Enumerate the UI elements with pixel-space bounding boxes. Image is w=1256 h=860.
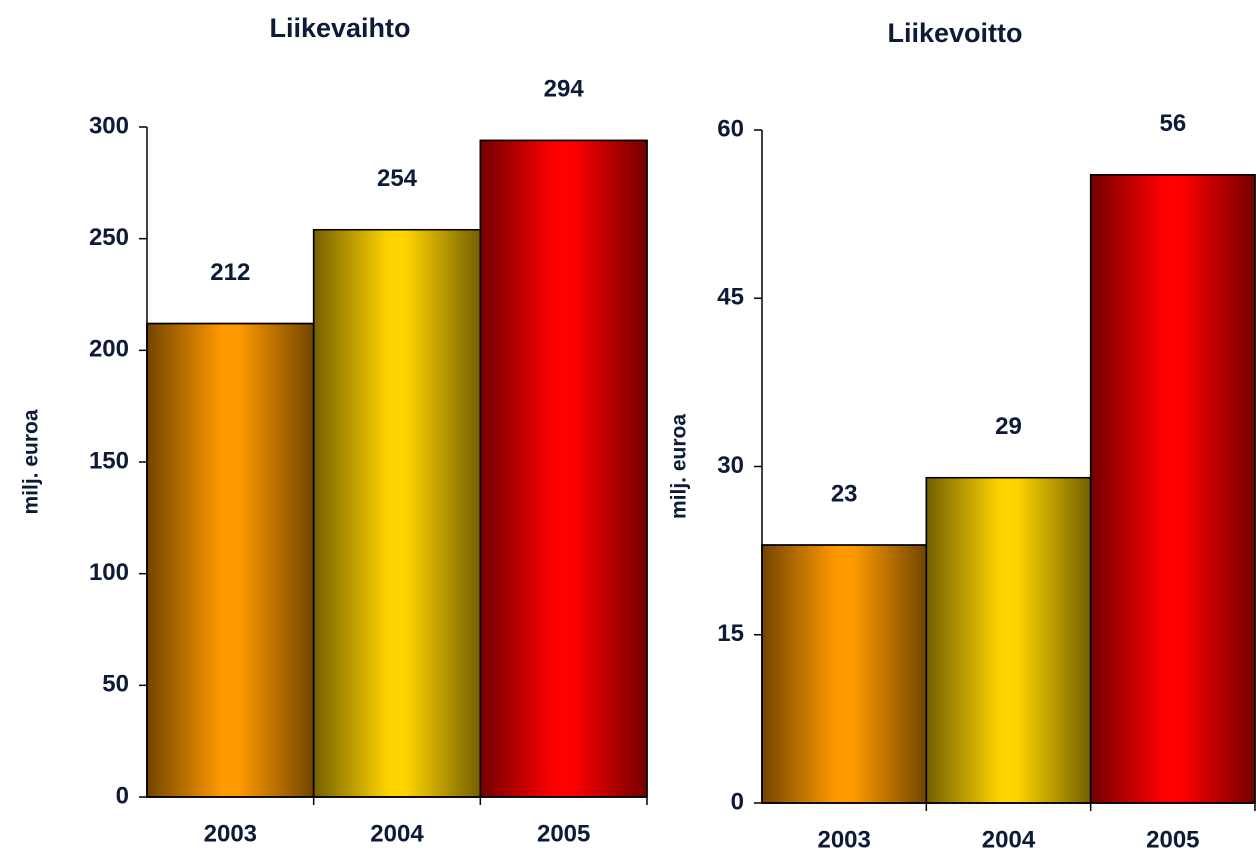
y-tick-label: 300 — [89, 112, 129, 139]
bar-shade — [1089, 174, 1256, 804]
bar-shade — [146, 322, 315, 798]
x-tick-label: 2005 — [537, 820, 590, 847]
data-label: 254 — [377, 165, 418, 192]
y-tick-label: 0 — [731, 788, 744, 815]
bar-shade — [479, 139, 648, 798]
bar-shade — [761, 544, 928, 804]
y-tick-label: 60 — [717, 115, 744, 142]
y-tick-label: 30 — [717, 452, 744, 479]
x-tick-label: 2005 — [1146, 826, 1199, 853]
y-tick-label: 0 — [116, 782, 129, 809]
y-tick-label: 50 — [102, 671, 129, 698]
data-label: 29 — [995, 413, 1022, 440]
chart-title: Liikevoitto — [887, 18, 1022, 48]
chart-title: Liikevaihto — [269, 13, 410, 43]
bar-shade — [925, 476, 1092, 804]
y-axis-label: milj. euroa — [668, 414, 691, 519]
data-label: 23 — [831, 480, 858, 507]
x-tick-label: 2003 — [817, 826, 870, 853]
x-tick-label: 2004 — [982, 826, 1036, 853]
data-label: 212 — [210, 259, 250, 286]
data-label: 56 — [1159, 110, 1186, 137]
y-tick-label: 15 — [717, 620, 744, 647]
y-tick-label: 100 — [89, 559, 129, 586]
y-axis-label: milj. euroa — [20, 409, 43, 514]
bar-shade — [312, 228, 482, 798]
y-tick-label: 150 — [89, 447, 129, 474]
y-tick-label: 45 — [717, 284, 744, 311]
x-tick-label: 2003 — [204, 820, 257, 847]
y-tick-label: 250 — [89, 224, 129, 251]
data-label: 294 — [544, 76, 585, 103]
x-tick-label: 2004 — [370, 820, 424, 847]
y-tick-label: 200 — [89, 336, 129, 363]
